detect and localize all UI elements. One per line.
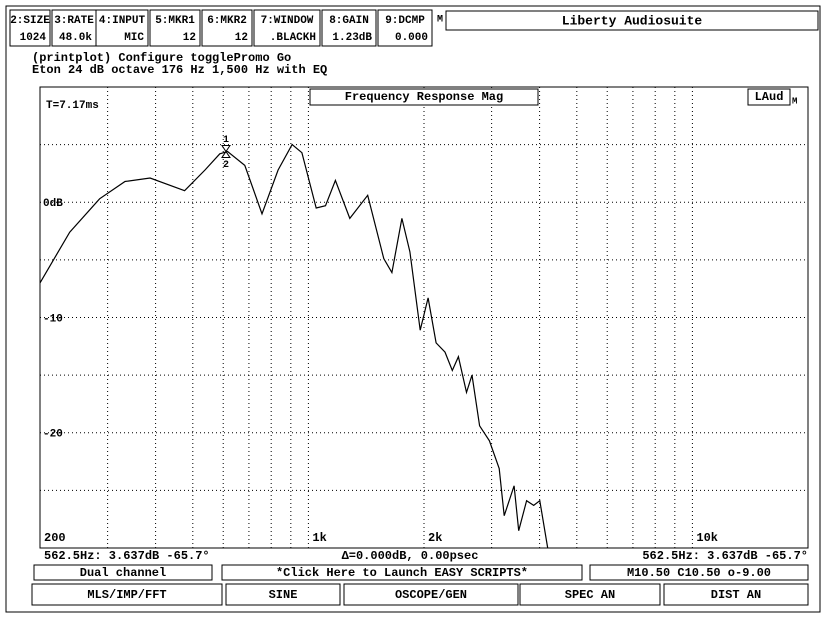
toolbar-value: 1.23dB — [332, 32, 372, 44]
x-tick-label: 2k — [428, 531, 442, 545]
badge-sub: M — [792, 96, 797, 106]
toolbar-box[interactable] — [9, 9, 51, 47]
toolbar-value: .BLACKH — [270, 32, 316, 44]
info-text: Dual channel — [80, 566, 166, 580]
toolbar-value: 48.0k — [59, 32, 92, 44]
info-text[interactable]: *Click Here to Launch EASY SCRIPTS* — [276, 566, 528, 580]
response-line — [39, 143, 549, 549]
info-text: M10.50 C10.50 o-9.00 — [627, 566, 771, 580]
toolbar-box[interactable] — [377, 9, 433, 47]
toolbar-box[interactable] — [321, 9, 377, 47]
status-right: 562.5Hz: 3.637dB -65.7° — [642, 549, 808, 563]
button-label[interactable]: SINE — [269, 588, 298, 602]
header-line: (printplot) Configure togglePromo Go — [32, 51, 291, 65]
x-tick-label: 10k — [696, 531, 718, 545]
toolbar-value: 0.000 — [395, 32, 428, 44]
button[interactable] — [519, 583, 661, 606]
toolbar-key: 3:RATE — [54, 15, 94, 27]
toolbar-key: 2:SIZE — [10, 15, 50, 27]
toolbar-value: 12 — [183, 32, 196, 44]
toolbar-key: 5:MKR1 — [155, 15, 195, 27]
button-label[interactable]: SPEC AN — [565, 588, 615, 602]
toolbar-key: 7:WINDOW — [261, 15, 314, 27]
toolbar-box[interactable] — [253, 9, 321, 47]
title-box — [309, 88, 539, 106]
marker-label: 1 — [223, 135, 229, 146]
status-left: 562.5Hz: 3.637dB -65.7° — [44, 549, 210, 563]
toolbar-box[interactable] — [51, 9, 97, 47]
button[interactable] — [663, 583, 809, 606]
button-label[interactable]: DIST AN — [711, 588, 761, 602]
badge-box — [747, 88, 791, 106]
header-line: Eton 24 dB octave 176 Hz 1,500 Hz with E… — [32, 63, 327, 77]
badge: LAud — [755, 90, 784, 104]
app-title: Liberty Audiosuite — [562, 13, 703, 28]
button[interactable] — [225, 583, 341, 606]
toolbar-box[interactable] — [201, 9, 253, 47]
info-box — [33, 564, 213, 581]
toolbar-key: 9:DCMP — [385, 15, 425, 27]
info-box[interactable] — [221, 564, 583, 581]
toolbar-value: 1024 — [20, 32, 47, 44]
button[interactable] — [343, 583, 519, 606]
status-center: Δ=0.000dB, 0.00psec — [342, 549, 479, 563]
x-tick-label: 1k — [312, 531, 326, 545]
y-tick-label: 0dB — [43, 198, 63, 210]
toolbar-key: 6:MKR2 — [207, 15, 247, 27]
info-box — [589, 564, 809, 581]
y-tick-label: -20 — [43, 429, 63, 441]
x-tick-label: 200 — [44, 531, 66, 545]
y-tick-label: -10 — [43, 313, 63, 325]
toolbar-value: 12 — [235, 32, 248, 44]
app-title-box — [445, 10, 819, 31]
toolbar-box[interactable] — [149, 9, 201, 47]
toolbar-box[interactable] — [95, 9, 149, 47]
toolbar-key: 8:GAIN — [329, 15, 369, 27]
button[interactable] — [31, 583, 223, 606]
button-label[interactable]: MLS/IMP/FFT — [87, 588, 166, 602]
toolbar-value: MIC — [124, 32, 144, 44]
app-mark: M — [437, 15, 443, 26]
marker — [221, 145, 231, 159]
toolbar-key: 4:INPUT — [99, 15, 146, 27]
chart-title: Frequency Response Mag — [345, 90, 503, 104]
marker-label: 2 — [223, 160, 229, 171]
annotation: T=7.17ms — [46, 100, 99, 112]
button-label[interactable]: OSCOPE/GEN — [395, 588, 467, 602]
